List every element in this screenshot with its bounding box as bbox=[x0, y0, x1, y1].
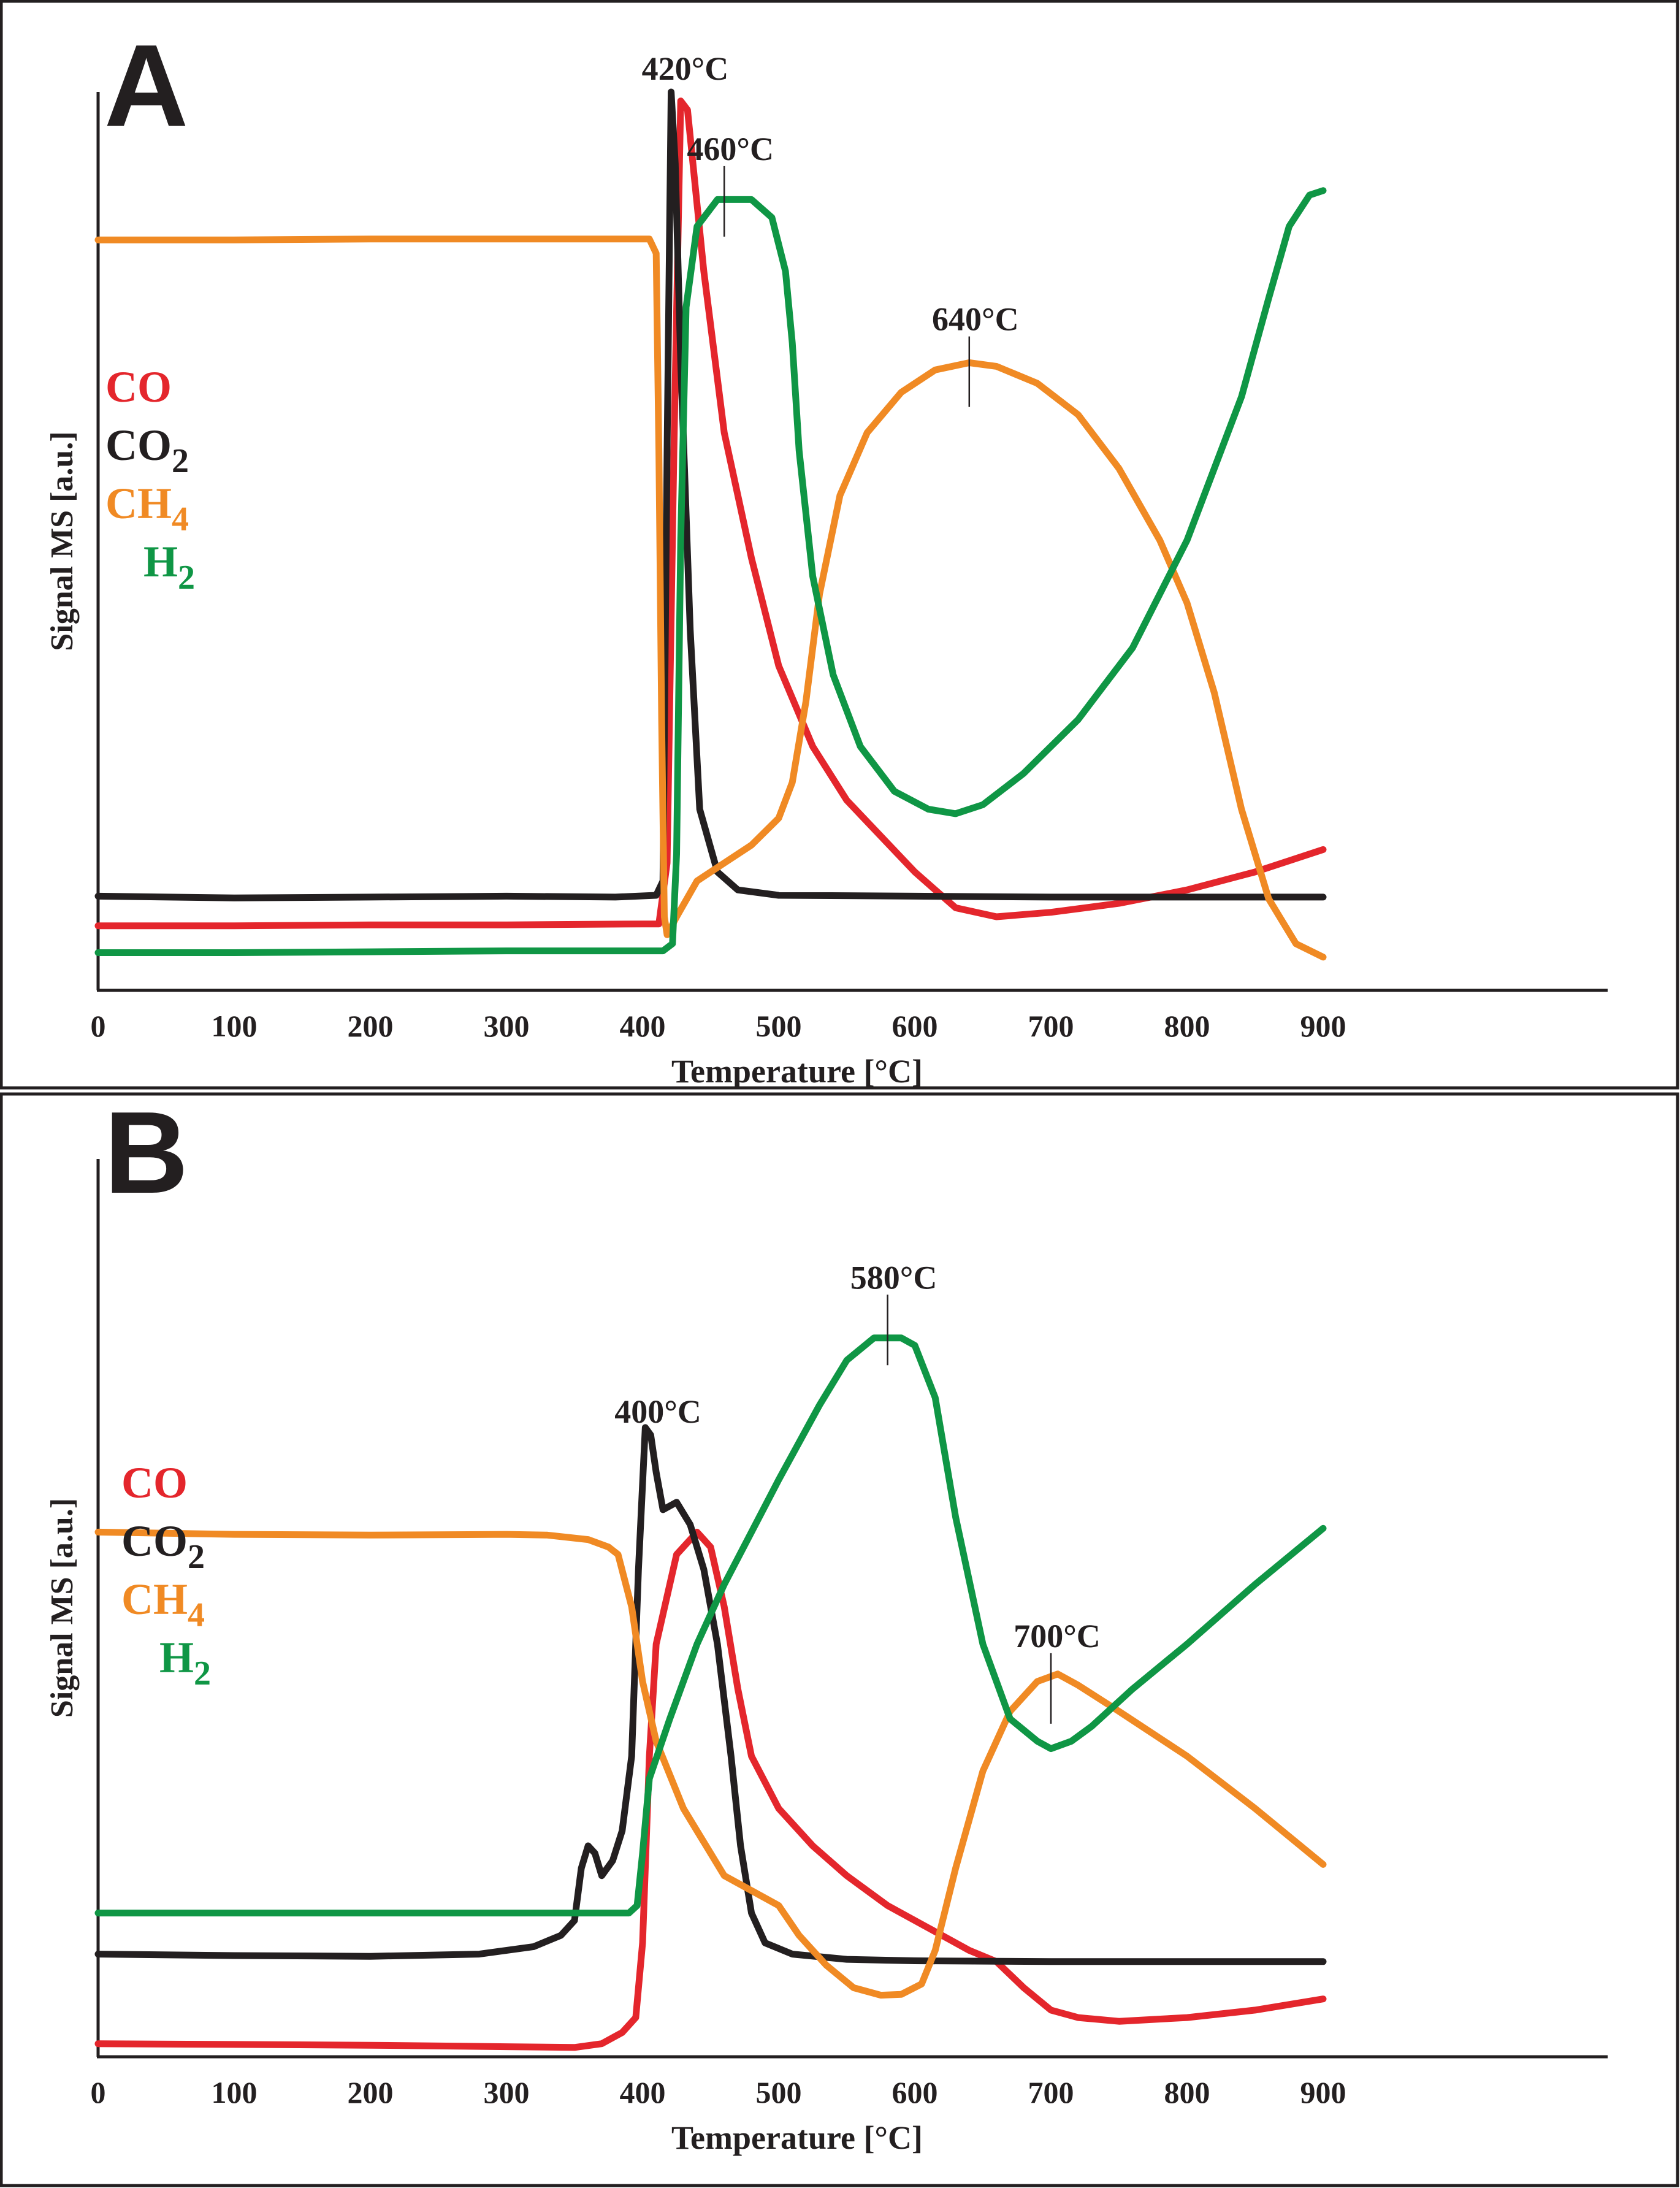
x-tick-label: 0 bbox=[91, 1009, 106, 1043]
series-line-co2 bbox=[94, 1424, 1327, 1965]
y-axis-label: Signal MS [a.u.] bbox=[45, 1498, 80, 1718]
legend-item-co2: CO2 bbox=[105, 421, 189, 480]
x-tick-label: 200 bbox=[348, 1009, 394, 1043]
x-tick-label: 300 bbox=[484, 1009, 530, 1043]
panel-frame bbox=[0, 0, 1679, 1090]
series-line-ch4 bbox=[94, 1528, 1327, 1999]
x-tick-label: 500 bbox=[756, 2075, 802, 2110]
panel-a: A 0 100 200 300 400 500 600 700 800 900 Temperature… bbox=[0, 0, 1679, 1090]
x-tick-label: 300 bbox=[484, 2075, 530, 2110]
legend-item-ch4: CH4 bbox=[105, 479, 189, 538]
peak-annotation: 420°C bbox=[642, 50, 729, 87]
x-tick-label: 600 bbox=[892, 1009, 938, 1043]
x-axis-label: Temperature [°C] bbox=[671, 2119, 923, 2156]
panel-frame bbox=[0, 1092, 1679, 2187]
panel-label: A bbox=[104, 21, 188, 151]
legend-item-h2: H2 bbox=[143, 537, 195, 597]
x-tick-label: 800 bbox=[1164, 1009, 1210, 1043]
peak-annotation: 580°C bbox=[850, 1259, 937, 1296]
x-tick-label: 700 bbox=[1028, 1009, 1074, 1043]
x-axis-label: Temperature [°C] bbox=[671, 1053, 923, 1090]
peak-annotation: 640°C bbox=[932, 301, 1019, 338]
x-tick-label: 0 bbox=[91, 2075, 106, 2110]
x-tick-label: 200 bbox=[348, 2075, 394, 2110]
series-line-h2 bbox=[94, 187, 1327, 956]
y-axis-label: Signal MS [a.u.] bbox=[45, 431, 80, 651]
legend-item-co2: CO2 bbox=[121, 1517, 205, 1576]
legend-item-co: CO bbox=[105, 362, 172, 411]
legend-item-ch4: CH4 bbox=[121, 1575, 205, 1634]
x-tick-label: 100 bbox=[212, 2075, 258, 2110]
x-tick-label: 600 bbox=[892, 2075, 938, 2110]
peak-annotation: 460°C bbox=[687, 131, 774, 167]
series-line-co bbox=[94, 1528, 1327, 2051]
legend-item-h2: H2 bbox=[159, 1633, 211, 1693]
x-tick-label: 500 bbox=[756, 1009, 802, 1043]
legend-item-co: CO bbox=[121, 1458, 188, 1507]
x-tick-label: 700 bbox=[1028, 2075, 1074, 2110]
x-tick-label: 400 bbox=[620, 1009, 666, 1043]
panel-b: B 0 100 200 300 400 500 600 700 800 900 Temperature… bbox=[0, 1088, 1679, 2187]
series-line-co2 bbox=[94, 88, 1327, 901]
x-tick-label: 800 bbox=[1164, 2075, 1210, 2110]
x-tick-label: 400 bbox=[620, 2075, 666, 2110]
peak-annotation: 400°C bbox=[614, 1393, 701, 1430]
x-tick-label: 900 bbox=[1300, 2075, 1346, 2110]
series-line-co bbox=[94, 98, 1327, 930]
panel-label: B bbox=[104, 1088, 188, 1218]
x-tick-label: 100 bbox=[212, 1009, 258, 1043]
peak-annotation: 700°C bbox=[1014, 1618, 1101, 1654]
series-line-h2 bbox=[94, 1334, 1327, 1917]
x-tick-label: 900 bbox=[1300, 1009, 1346, 1043]
